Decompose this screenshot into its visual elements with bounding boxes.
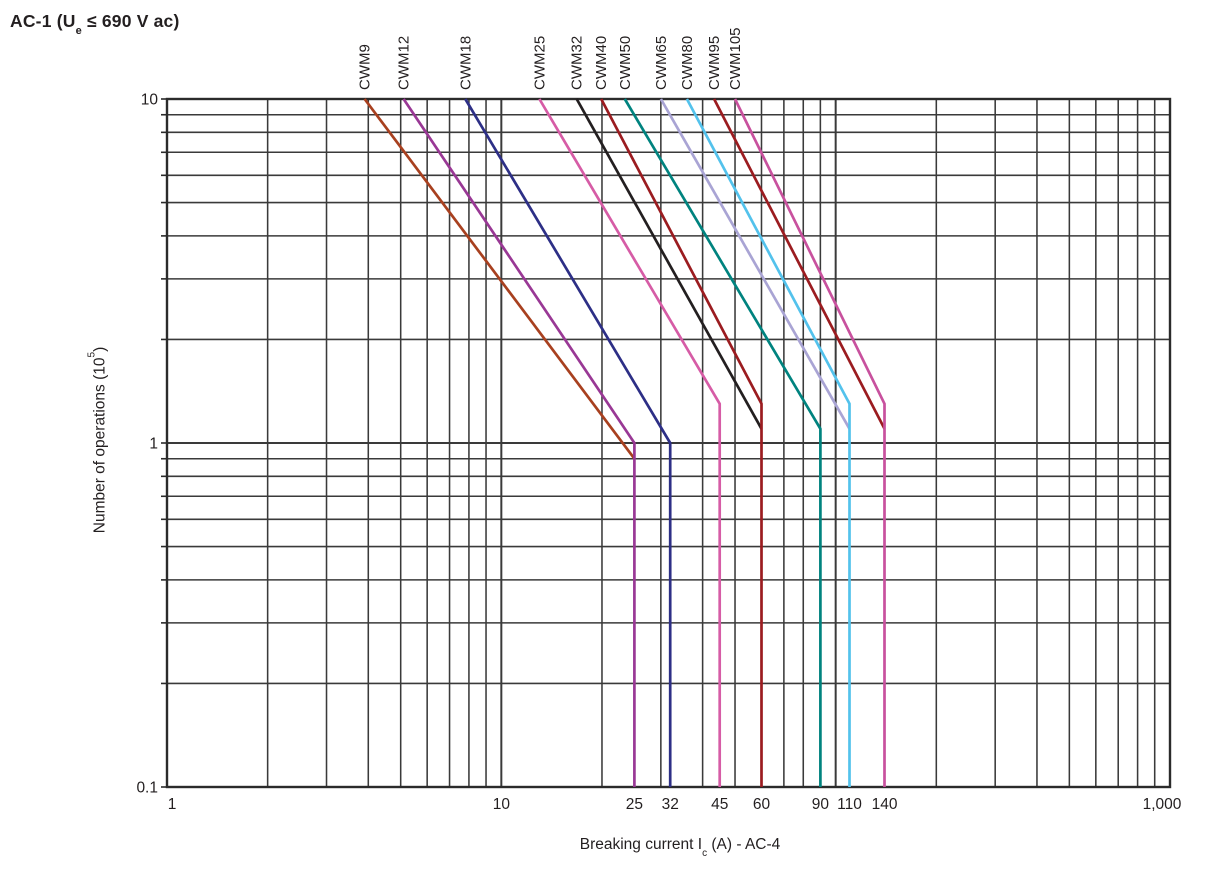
x-tick-label-140: 140 bbox=[872, 796, 898, 813]
curve-label-CWM65: CWM65 bbox=[653, 36, 670, 90]
y-axis-title: Number of operations (105) bbox=[86, 346, 109, 534]
curve-CWM65 bbox=[659, 98, 851, 430]
curve-CWM105 bbox=[733, 98, 886, 787]
y-tick-label-0.1: 0.1 bbox=[136, 780, 158, 797]
x-tick-label-45: 45 bbox=[711, 796, 728, 813]
chart-title-prefix: AC-1 (U bbox=[10, 11, 76, 31]
curve-label-CWM12: CWM12 bbox=[396, 36, 413, 90]
y-axis-title-superscript: 5 bbox=[86, 351, 98, 358]
curve-CWM40 bbox=[600, 98, 763, 787]
x-axis-title-subscript: c bbox=[702, 848, 708, 860]
curve-CWM25 bbox=[538, 98, 722, 787]
curve-label-CWM18: CWM18 bbox=[457, 36, 474, 90]
x-axis-title: Breaking current Ic (A) - AC-4 bbox=[579, 836, 781, 860]
x-axis-title-suffix: (A) - AC-4 bbox=[707, 836, 781, 853]
curve-label-CWM32: CWM32 bbox=[569, 36, 586, 90]
curve-label-CWM25: CWM25 bbox=[531, 36, 548, 90]
x-tick-label-10: 10 bbox=[493, 796, 511, 813]
x-tick-label-90: 90 bbox=[812, 796, 830, 813]
chart-title-subscript: e bbox=[75, 24, 82, 37]
curve-label-CWM80: CWM80 bbox=[679, 36, 696, 90]
x-tick-label-110: 110 bbox=[837, 796, 862, 813]
x-tick-label-1,000: 1,000 bbox=[1143, 796, 1182, 813]
curve-label-CWM50: CWM50 bbox=[617, 36, 634, 90]
curve-CWM18 bbox=[464, 98, 672, 787]
curve-CWM50 bbox=[623, 98, 822, 787]
y-tick-label-10: 10 bbox=[141, 92, 159, 109]
x-tick-label-1: 1 bbox=[168, 796, 177, 813]
curve-CWM95 bbox=[712, 98, 886, 430]
x-axis-title-prefix: Breaking current I bbox=[579, 836, 703, 853]
x-tick-label-60: 60 bbox=[753, 796, 771, 813]
y-tick-label-1: 1 bbox=[149, 436, 158, 453]
curve-label-CWM9: CWM9 bbox=[357, 44, 374, 90]
curve-CWM9 bbox=[363, 98, 636, 460]
chart-title-suffix: ≤ 690 V ac) bbox=[81, 11, 180, 31]
curve-label-CWM105: CWM105 bbox=[727, 27, 744, 90]
y-axis-title-prefix: Number of operations (10 bbox=[91, 357, 109, 534]
plot-border bbox=[165, 97, 1172, 789]
x-tick-label-32: 32 bbox=[662, 796, 679, 813]
curve-label-CWM40: CWM40 bbox=[593, 36, 610, 90]
x-tick-label-25: 25 bbox=[626, 796, 643, 813]
curve-CWM12 bbox=[402, 98, 636, 787]
curve-label-CWM95: CWM95 bbox=[706, 36, 723, 90]
curve-CWM80 bbox=[685, 98, 851, 787]
y-axis-title-suffix: ) bbox=[91, 346, 109, 352]
curve-CWM32 bbox=[575, 98, 763, 430]
chart-title: AC-1 (Ue ≤ 690 V ac) bbox=[10, 11, 180, 37]
